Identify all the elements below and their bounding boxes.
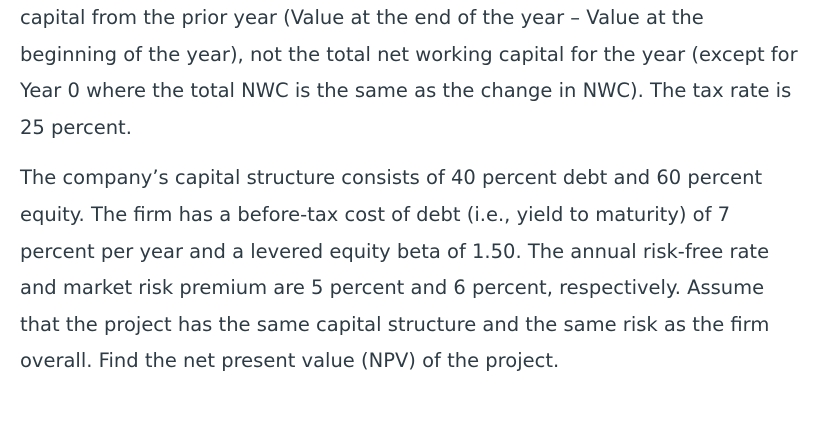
paragraph-nwc-and-tax: capital from the prior year (Value at th… [20, 6, 798, 139]
problem-text: capital from the prior year (Value at th… [20, 0, 805, 380]
paragraph-capital-structure: The company’s capital structure consists… [20, 166, 770, 373]
